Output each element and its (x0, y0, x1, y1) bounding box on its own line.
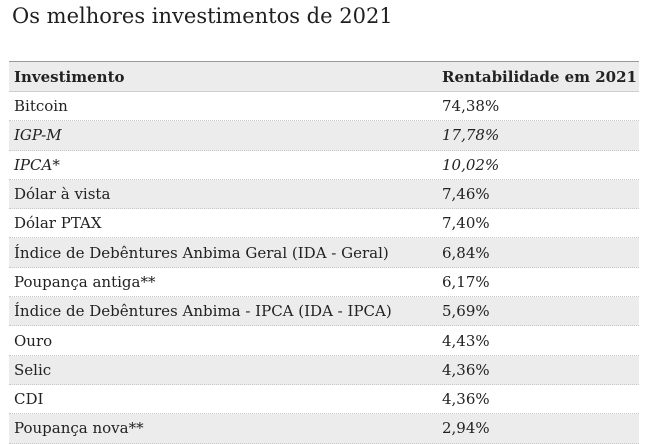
investments-table: Investimento Rentabilidade em 2021 Bitco… (9, 61, 639, 444)
cell-investment: Dólar à vista (14, 185, 111, 204)
table-row: Dólar à vista 7,46% (9, 179, 639, 210)
cell-investment: Dólar PTAX (14, 214, 102, 233)
table-row: Poupança nova** 2,94% (9, 414, 639, 444)
table-row: CDI 4,36% (9, 385, 639, 415)
header-return: Rentabilidade em 2021 (442, 67, 637, 86)
table-header: Investimento Rentabilidade em 2021 (9, 62, 639, 92)
cell-investment: Índice de Debêntures Anbima - IPCA (IDA … (14, 302, 392, 321)
cell-investment: Bitcoin (14, 97, 68, 116)
cell-return: 6,17% (442, 272, 490, 291)
cell-return: 74,38% (442, 97, 500, 116)
cell-return: 7,40% (442, 214, 490, 233)
table-row: Ouro 4,43% (9, 326, 639, 356)
table-row: Dólar PTAX 7,40% (9, 209, 639, 239)
table-row: IPCA* 10,02% (9, 151, 639, 180)
cell-investment: Ouro (14, 331, 53, 350)
cell-return: 17,78% (442, 126, 500, 145)
cell-return: 4,36% (442, 360, 490, 379)
table-row: Poupança antiga** 6,17% (9, 268, 639, 298)
cell-investment: Selic (14, 360, 52, 379)
cell-investment: Índice de Debêntures Anbima Geral (IDA -… (14, 243, 389, 262)
cell-return: 10,02% (442, 155, 500, 174)
cell-return: 4,43% (442, 331, 490, 350)
table-row: Índice de Debêntures Anbima - IPCA (IDA … (9, 297, 639, 327)
cell-investment: IGP-M (14, 126, 62, 145)
cell-return: 4,36% (442, 390, 490, 409)
cell-return: 6,84% (442, 243, 490, 262)
cell-investment: CDI (14, 390, 44, 409)
table-row: Bitcoin 74,38% (9, 92, 639, 122)
header-investment: Investimento (14, 67, 125, 86)
cell-investment: Poupança nova** (14, 419, 144, 438)
cell-investment: IPCA* (14, 155, 60, 174)
cell-investment: Poupança antiga** (14, 272, 156, 291)
table-row: Selic 4,36% (9, 355, 639, 385)
table-row: IGP-M 17,78% (9, 121, 639, 151)
page-title: Os melhores investimentos de 2021 (12, 4, 393, 28)
cell-return: 7,46% (442, 185, 490, 204)
table-row: Índice de Debêntures Anbima Geral (IDA -… (9, 238, 639, 268)
cell-return: 5,69% (442, 302, 490, 321)
cell-return: 2,94% (442, 419, 490, 438)
